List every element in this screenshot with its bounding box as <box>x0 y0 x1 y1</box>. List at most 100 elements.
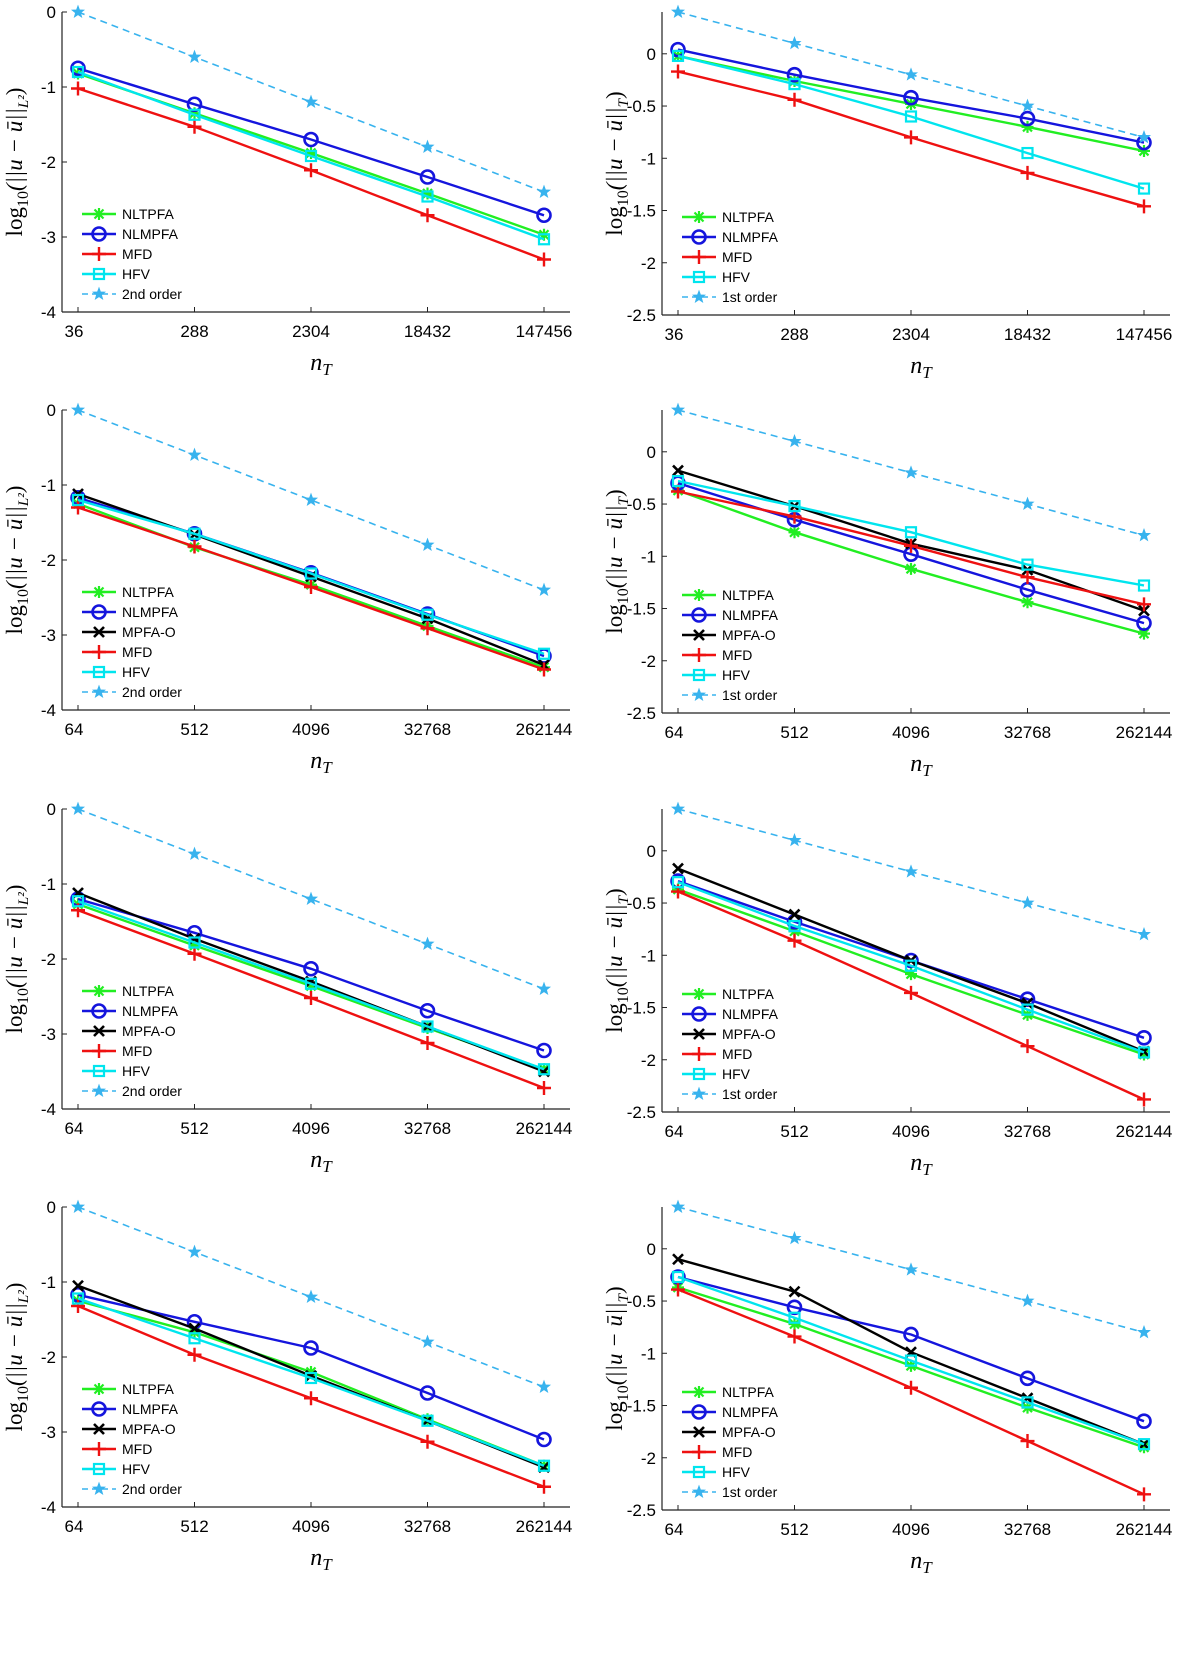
chart-panel-4: 0 -0.5 -1 -1.5 -2 -2.5 64 512 4096 32768 262144 nT l… <box>600 398 1200 822</box>
series-line-nlmpfa <box>677 48 1145 144</box>
hfv-marker <box>537 1459 551 1472</box>
mpfa-o-marker <box>672 862 684 875</box>
1st-order-marker <box>787 433 802 448</box>
legend-item-nltpfa: NLTPFA <box>682 1384 775 1400</box>
x-tick-label: 64 <box>65 1119 84 1138</box>
nlmpfa-marker <box>1136 1030 1152 1046</box>
series-line-hfv <box>77 498 545 655</box>
mfd-marker <box>1137 199 1151 214</box>
x-tick-label: 262144 <box>516 1119 573 1138</box>
ylabel-norm: (||u − ū|| <box>2 1303 27 1386</box>
hfv-marker <box>692 1067 706 1081</box>
ylabel-norm-sub: T <box>616 495 632 505</box>
x-tick-label: 262144 <box>1116 1122 1173 1141</box>
nlmpfa-marker <box>1136 1413 1152 1429</box>
y-axis-label: log10(||u − ū||L²) <box>2 486 32 635</box>
hfv-marker <box>421 1414 434 1427</box>
y-tick-label: -2 <box>641 1051 656 1070</box>
nlmpfa-marker <box>419 169 436 185</box>
2nd-order-marker <box>303 94 319 108</box>
nltpfa-marker <box>693 211 705 223</box>
mfd-marker <box>1020 570 1035 585</box>
legend-item-mpfa-o: MPFA-O <box>82 624 176 640</box>
hfv-marker <box>692 668 706 682</box>
x-tick-label: 512 <box>180 1119 208 1138</box>
legend-label: NLMPFA <box>722 1006 779 1022</box>
x-tick-label: 512 <box>780 1122 808 1141</box>
x-tick-label: 36 <box>665 325 684 344</box>
legend-item-nltpfa: NLTPFA <box>82 1381 175 1397</box>
series-line-hfv <box>77 1297 545 1467</box>
hfv-marker <box>1021 558 1034 571</box>
2nd-order-marker <box>303 1289 319 1303</box>
mfd-marker <box>537 252 551 267</box>
series-2nd-order <box>70 1199 552 1393</box>
nlmpfa-marker <box>536 207 552 224</box>
ylabel-log: log <box>2 207 27 237</box>
legend-item-nlmpfa: NLMPFA <box>682 607 779 623</box>
hfv-marker <box>788 77 801 91</box>
x-tick-label: 64 <box>65 1517 84 1536</box>
nlmpfa-marker <box>419 1002 436 1019</box>
y-tick-label: -2 <box>41 153 56 172</box>
x-axis-label: nT <box>310 748 333 777</box>
y-axis-label: log10(||u − ū||T) <box>602 1286 632 1430</box>
series-mfd <box>71 81 551 267</box>
mpfa-o-marker <box>93 1025 105 1037</box>
nlmpfa-marker <box>1136 615 1152 631</box>
series-line-nlmpfa <box>677 1275 1145 1423</box>
legend-item-nlmpfa: NLMPFA <box>82 604 179 620</box>
legend-item-nlmpfa: NLMPFA <box>682 1404 779 1420</box>
legend-label: MPFA-O <box>722 1424 776 1440</box>
mfd-marker <box>187 119 202 134</box>
legend-label: MPFA-O <box>722 1026 776 1042</box>
x-axis-label-subscript: T <box>922 1558 933 1577</box>
legend-item-2nd-order: 2nd order <box>82 684 182 700</box>
2nd-order-marker <box>91 286 107 300</box>
legend-item-mfd: MFD <box>82 1043 152 1059</box>
legend-item-nltpfa: NLTPFA <box>82 584 175 600</box>
legend-item-nlmpfa: NLMPFA <box>82 226 179 242</box>
legend-label: NLMPFA <box>122 604 179 620</box>
ylabel-log-base: 10 <box>15 1386 32 1402</box>
nlmpfa-marker <box>903 1326 919 1343</box>
series-nlmpfa <box>670 1269 1152 1429</box>
mpfa-o-marker <box>1021 997 1034 1010</box>
legend-label: NLMPFA <box>122 1401 179 1417</box>
series-line-hfv <box>677 1275 1145 1446</box>
nltpfa-marker <box>93 208 105 220</box>
hfv-marker <box>537 647 551 660</box>
legend: NLTPFA NLMPFA MPFA-O MFD HFV 1st order <box>682 587 779 703</box>
chart-svg: 0 -1 -2 -3 -4 64 512 4096 32768 262144 nT log10(||u… <box>2 800 573 1176</box>
hfv-marker <box>1021 1396 1034 1409</box>
y-tick-label: -3 <box>41 626 56 645</box>
y-tick-label: 0 <box>647 1240 656 1259</box>
hfv-marker <box>92 1064 106 1078</box>
ylabel-norm: (||u − ū|| <box>2 506 27 589</box>
legend-label: NLTPFA <box>722 587 775 603</box>
nlmpfa-marker <box>691 1404 707 1420</box>
legend-label: MFD <box>722 249 752 265</box>
hfv-marker <box>537 1063 551 1076</box>
2nd-order-marker <box>420 537 435 551</box>
mfd-marker <box>71 500 85 515</box>
x-tick-label: 262144 <box>1116 723 1173 742</box>
2nd-order-marker <box>91 1481 107 1495</box>
mpfa-o-marker <box>72 1279 84 1292</box>
y-tick-label: 0 <box>647 443 656 462</box>
y-axis-label: log10(||u − ū||L²) <box>2 885 32 1034</box>
ylabel-norm-sub: L² <box>16 493 32 507</box>
y-tick-label: -2.5 <box>627 306 656 325</box>
legend-item-hfv: HFV <box>682 269 751 285</box>
chart-panel-7: 0 -1 -2 -3 -4 64 512 4096 32768 262144 nT log10(||u… <box>0 1195 600 1619</box>
legend-label: 2nd order <box>122 1481 182 1497</box>
1st-order-marker <box>1020 895 1035 909</box>
series-mfd <box>671 884 1151 1107</box>
x-tick-label: 147456 <box>1116 325 1173 344</box>
chart-svg: 0 -0.5 -1 -1.5 -2 -2.5 64 512 4096 32768 262144 nT l… <box>602 801 1173 1179</box>
mfd-marker <box>537 1081 551 1095</box>
y-tick-label: -4 <box>41 1498 56 1517</box>
mfd-marker <box>904 985 918 1000</box>
nlmpfa-marker <box>1019 1370 1036 1387</box>
mfd-marker <box>187 1347 202 1362</box>
